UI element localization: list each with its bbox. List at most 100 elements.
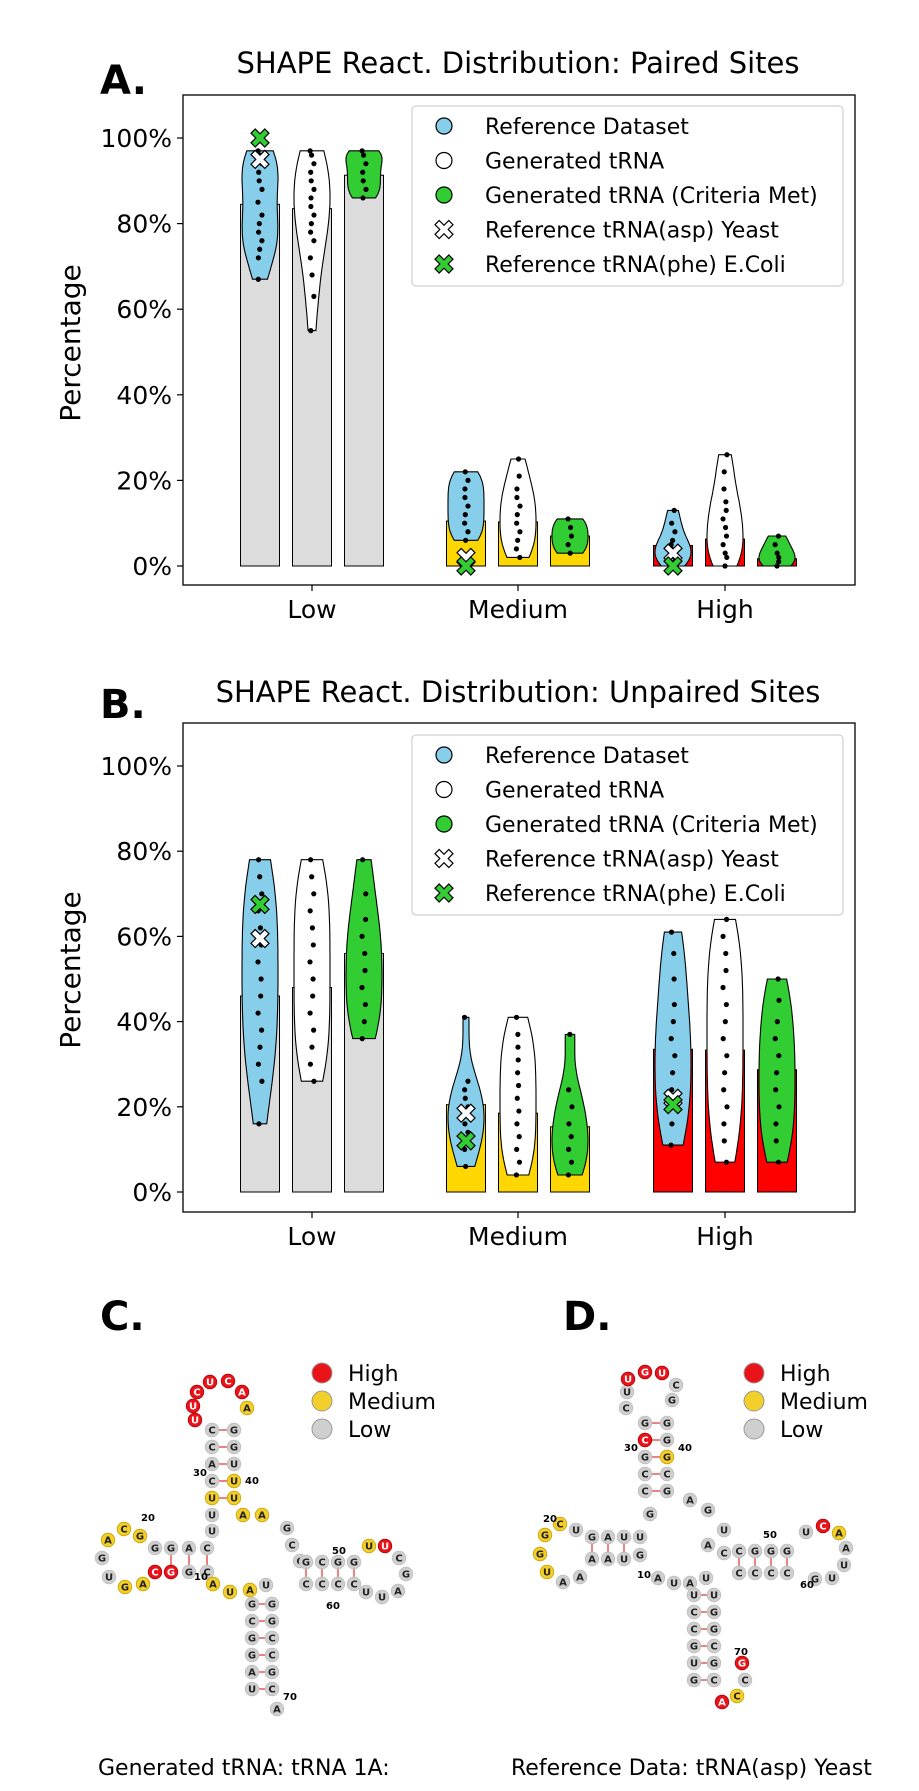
data-point [722,550,728,556]
nucleotide-circle [314,1554,330,1570]
nucleotide-circle [330,1554,346,1570]
data-point [567,550,573,556]
nucleotide-letter: G [136,1532,144,1543]
data-point [257,874,263,880]
legend-medium-label: Medium [348,1390,436,1415]
pos-label-70: 70 [734,1647,748,1658]
nucleotide-circle [391,1550,407,1566]
nucleotide-circle [264,1630,280,1646]
panel-d-letter: D. [563,1294,611,1340]
data-point [669,520,675,526]
data-point [311,1078,317,1084]
data-point [514,512,520,518]
panel-c-caption: Generated tRNA: tRNA 1A: [98,1756,390,1781]
data-point [672,1053,678,1059]
nucleotide-letter: A [588,1555,596,1566]
data-point [721,1087,727,1093]
nucleotide-circle [668,1377,684,1393]
nucleotide-circle [244,1613,260,1629]
nucleotide-circle [824,1570,840,1586]
nucleotide-circle [222,1584,238,1600]
data-point [566,1121,572,1127]
nucleotide-circle [682,1492,698,1508]
data-point [463,1163,469,1170]
data-point [515,1057,521,1063]
y-tick-label: 60% [116,922,172,951]
nucleotide-circle [700,1502,716,1518]
data-point [723,950,729,957]
data-point [310,993,316,999]
nucleotide-circle [831,1525,847,1541]
y-tick-label: 0% [132,552,172,581]
data-point [307,959,313,965]
nucleotide-circle [706,1638,722,1654]
nucleotide-letter: U [658,1369,666,1380]
nucleotide-circle [686,1655,702,1671]
y-tick-label: 100% [101,752,172,781]
data-point [669,1121,675,1127]
data-point [515,1070,521,1076]
nucleotide-letter: G [185,1568,193,1579]
nucleotide-letter: G [710,1625,718,1636]
nucleotide-circle [552,1516,568,1532]
nucleotide-circle [187,1412,203,1428]
nucleotide-letter: G [283,1524,291,1535]
legend-marker-circle [435,746,453,764]
panel-a-legend: Reference Dataset Generated tRNA Generated… [411,105,844,287]
nucleotide-circle [734,1655,750,1671]
nucleotide-circle [269,1701,285,1717]
nucleotide-circle [706,1587,722,1603]
pos-label-40: 40 [245,1476,259,1487]
nucleotide-letter: G [588,1533,596,1544]
data-point [311,186,317,192]
nucleotide-circle [202,1374,218,1390]
data-point [311,161,317,167]
nucleotide-letter: A [686,1496,694,1507]
nucleotide-circle [747,1543,763,1559]
data-point [774,1019,780,1025]
nucleotide-letter: U [191,1416,199,1427]
nucleotide-circle [132,1528,148,1544]
legend-high-label: High [780,1362,831,1387]
nucleotide-letter: U [720,1526,728,1537]
violin [293,859,331,1082]
data-point [515,1082,522,1089]
data-point [310,976,316,982]
data-point [568,533,575,539]
data-point [311,293,317,299]
panel-d-legend: High Medium Low [743,1362,868,1443]
data-point [565,516,571,522]
data-point [308,178,314,184]
nucleotide-circle [244,1664,260,1680]
legend-marker-x [434,883,454,903]
data-point [256,1121,262,1127]
data-point [255,276,261,282]
data-point [255,1010,261,1016]
legend-medium-dot [311,1390,333,1412]
legend-marker-circle [435,151,453,170]
legend-label: Generated tRNA (Criteria Met) [485,813,818,838]
nucleotide-letter: G [663,1436,671,1447]
nucleotide-letter: U [620,1555,628,1566]
data-point [462,512,468,518]
y-tick-label: 100% [101,124,172,153]
panel-a-letter: A. [100,58,147,104]
nucleotide-circle [637,1432,653,1448]
data-point [721,469,727,475]
nucleotide-letter: C [268,1685,275,1696]
nucleotide-circle [235,1507,251,1523]
nucleotide-letter: C [663,1470,670,1481]
data-point [255,959,261,965]
data-point [256,178,262,184]
data-point [309,874,315,880]
reference-phe-ecoli-marker [250,894,270,915]
data-point [569,1104,575,1110]
nucleotide-circle [616,1529,632,1545]
nucleotide-letter: G [248,1634,256,1645]
nucleotide-letter: G [248,1651,256,1662]
panel-b-ylabel: Percentage [54,891,87,1049]
nucleotide-circle [698,1570,714,1586]
nucleotide-letter: A [576,1573,584,1584]
nucleotide-letter: C [819,1522,826,1533]
